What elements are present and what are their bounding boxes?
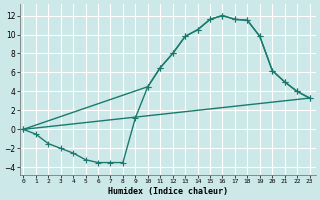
- X-axis label: Humidex (Indice chaleur): Humidex (Indice chaleur): [108, 187, 228, 196]
